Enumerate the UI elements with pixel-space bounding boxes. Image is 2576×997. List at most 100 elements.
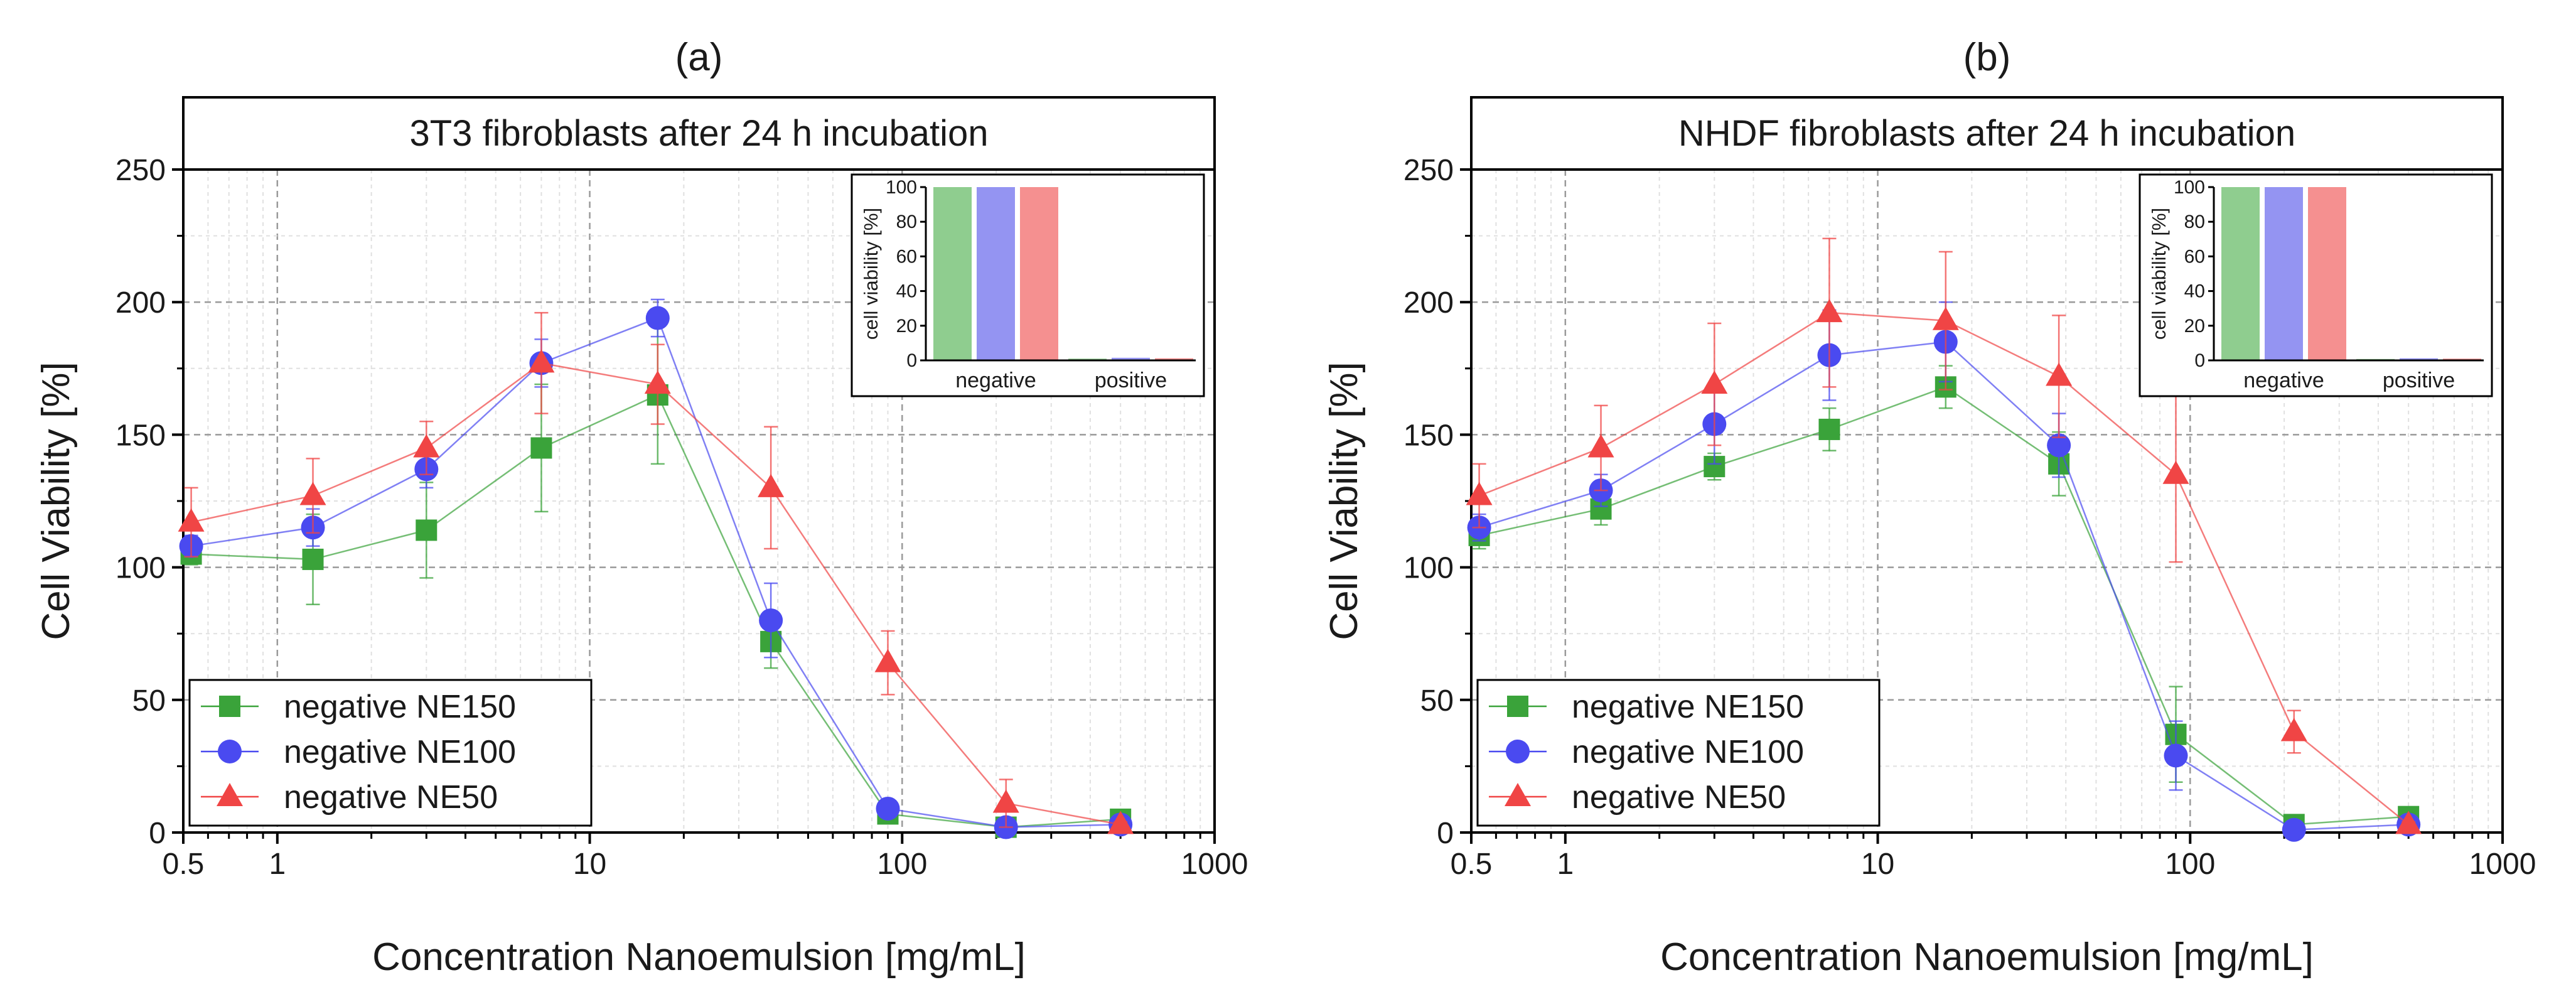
title-box bbox=[182, 96, 1216, 171]
data-point bbox=[1932, 306, 1959, 330]
y-tick-label: 250 bbox=[115, 154, 166, 187]
inset-category-label: negative bbox=[2243, 369, 2324, 392]
chart-title: 3T3 fibroblasts after 24 h incubation bbox=[409, 113, 988, 154]
inset-y-tick-label: 80 bbox=[2184, 212, 2205, 232]
y-axis-label: Cell Viability [%] bbox=[1323, 362, 1366, 640]
chart-panel-b: (b) NHDF fibroblasts after 24 h incubatio… bbox=[1323, 36, 2536, 979]
chart-panel-a: (a) 3T3 fibroblasts after 24 h incubation… bbox=[35, 36, 1248, 979]
x-tick-label: 10 bbox=[573, 848, 606, 881]
data-point bbox=[416, 519, 437, 541]
inset-y-tick-label: 80 bbox=[896, 212, 917, 232]
data-point bbox=[1107, 811, 1134, 834]
data-point bbox=[758, 473, 785, 497]
data-point bbox=[1587, 434, 1614, 458]
data-point bbox=[528, 349, 555, 373]
inset-y-tick-label: 20 bbox=[896, 316, 917, 337]
inset-bar bbox=[2308, 187, 2346, 360]
legend-marker bbox=[218, 740, 242, 763]
inset-y-tick-label: 0 bbox=[2194, 350, 2205, 371]
inset-bar bbox=[2265, 187, 2303, 360]
data-point bbox=[2395, 811, 2422, 834]
data-point bbox=[874, 649, 901, 672]
legend-label: negative NE100 bbox=[1572, 734, 1804, 770]
y-tick-label: 150 bbox=[1403, 419, 1454, 452]
inset-y-tick-label: 100 bbox=[2174, 177, 2205, 198]
title-box bbox=[1470, 96, 2504, 171]
data-point bbox=[644, 370, 671, 394]
legend-marker bbox=[1507, 696, 1528, 717]
data-point bbox=[2164, 743, 2188, 768]
x-axis-label: Concentration Nanoemulsion [mg/mL] bbox=[372, 935, 1026, 979]
x-tick-label: 1 bbox=[1557, 848, 1574, 881]
inset-bar bbox=[1112, 357, 1150, 360]
y-tick-label: 50 bbox=[132, 684, 166, 718]
data-point bbox=[178, 508, 205, 532]
y-tick-label: 100 bbox=[1403, 552, 1454, 585]
data-point bbox=[992, 789, 1019, 813]
data-point bbox=[1466, 482, 1493, 505]
legend-label: negative NE50 bbox=[284, 779, 498, 816]
legend-label: negative NE150 bbox=[1572, 689, 1804, 725]
y-axis-label: Cell Viability [%] bbox=[35, 362, 78, 640]
data-point bbox=[413, 434, 440, 458]
inset-y-tick-label: 40 bbox=[896, 281, 917, 302]
series-negative-ne50 bbox=[178, 311, 1134, 834]
data-point bbox=[2046, 362, 2073, 386]
inset-y-axis-label: cell viability [%] bbox=[2148, 208, 2170, 340]
series-negative-ne50 bbox=[1466, 237, 2422, 834]
legend-marker bbox=[1506, 740, 1530, 763]
inset-bar bbox=[1155, 358, 1193, 360]
x-tick-label: 1000 bbox=[2469, 848, 2536, 881]
y-tick-label: 50 bbox=[1420, 684, 1454, 718]
data-point bbox=[530, 437, 552, 459]
data-point bbox=[302, 548, 324, 570]
data-point bbox=[299, 482, 326, 505]
inset-y-tick-label: 20 bbox=[2184, 316, 2205, 337]
legend-label: negative NE50 bbox=[1572, 779, 1786, 816]
data-point bbox=[2282, 817, 2306, 842]
data-point bbox=[759, 608, 783, 633]
inset-bar bbox=[2221, 187, 2260, 360]
inset-y-tick-label: 100 bbox=[886, 177, 917, 198]
legend-box bbox=[1476, 679, 1881, 827]
data-point bbox=[645, 306, 670, 330]
data-point bbox=[2162, 460, 2189, 484]
data-point bbox=[1701, 370, 1728, 394]
inset-y-tick-label: 60 bbox=[896, 246, 917, 267]
legend-marker bbox=[1505, 783, 1531, 806]
y-tick-label: 150 bbox=[115, 419, 166, 452]
legend-label: negative NE100 bbox=[284, 734, 516, 770]
legend-label: negative NE150 bbox=[284, 689, 516, 725]
inset-y-tick-label: 0 bbox=[906, 350, 917, 371]
inset-y-tick-label: 60 bbox=[2184, 246, 2205, 267]
inset-category-label: negative bbox=[955, 369, 1036, 392]
data-point bbox=[876, 796, 900, 821]
inset-y-tick-label: 40 bbox=[2184, 281, 2205, 302]
chart-title: NHDF fibroblasts after 24 h incubation bbox=[1678, 113, 2295, 154]
y-tick-label: 0 bbox=[1437, 817, 1454, 850]
inset-bar bbox=[933, 187, 972, 360]
y-tick-label: 200 bbox=[1403, 286, 1454, 320]
x-axis-label: Concentration Nanoemulsion [mg/mL] bbox=[1660, 935, 2314, 979]
inset-category-label: positive bbox=[2383, 369, 2455, 392]
inset-bar bbox=[977, 187, 1015, 360]
legend: negative NE150 negative NE100 negative NE5… bbox=[1476, 679, 1881, 827]
inset-y-axis-label: cell viability [%] bbox=[860, 208, 882, 340]
x-tick-label: 10 bbox=[1861, 848, 1894, 881]
y-tick-label: 200 bbox=[115, 286, 166, 320]
y-tick-label: 250 bbox=[1403, 154, 1454, 187]
data-point bbox=[2280, 718, 2307, 741]
panel-label: (a) bbox=[675, 36, 723, 79]
x-tick-label: 1000 bbox=[1181, 848, 1248, 881]
y-tick-label: 0 bbox=[149, 817, 166, 850]
x-tick-label: 100 bbox=[877, 848, 927, 881]
inset-bar bbox=[1020, 187, 1058, 360]
legend-box bbox=[188, 679, 593, 827]
x-tick-label: 100 bbox=[2165, 848, 2215, 881]
legend: negative NE150 negative NE100 negative NE5… bbox=[188, 679, 593, 827]
x-tick-label: 0.5 bbox=[1451, 848, 1493, 881]
x-tick-label: 1 bbox=[269, 848, 286, 881]
